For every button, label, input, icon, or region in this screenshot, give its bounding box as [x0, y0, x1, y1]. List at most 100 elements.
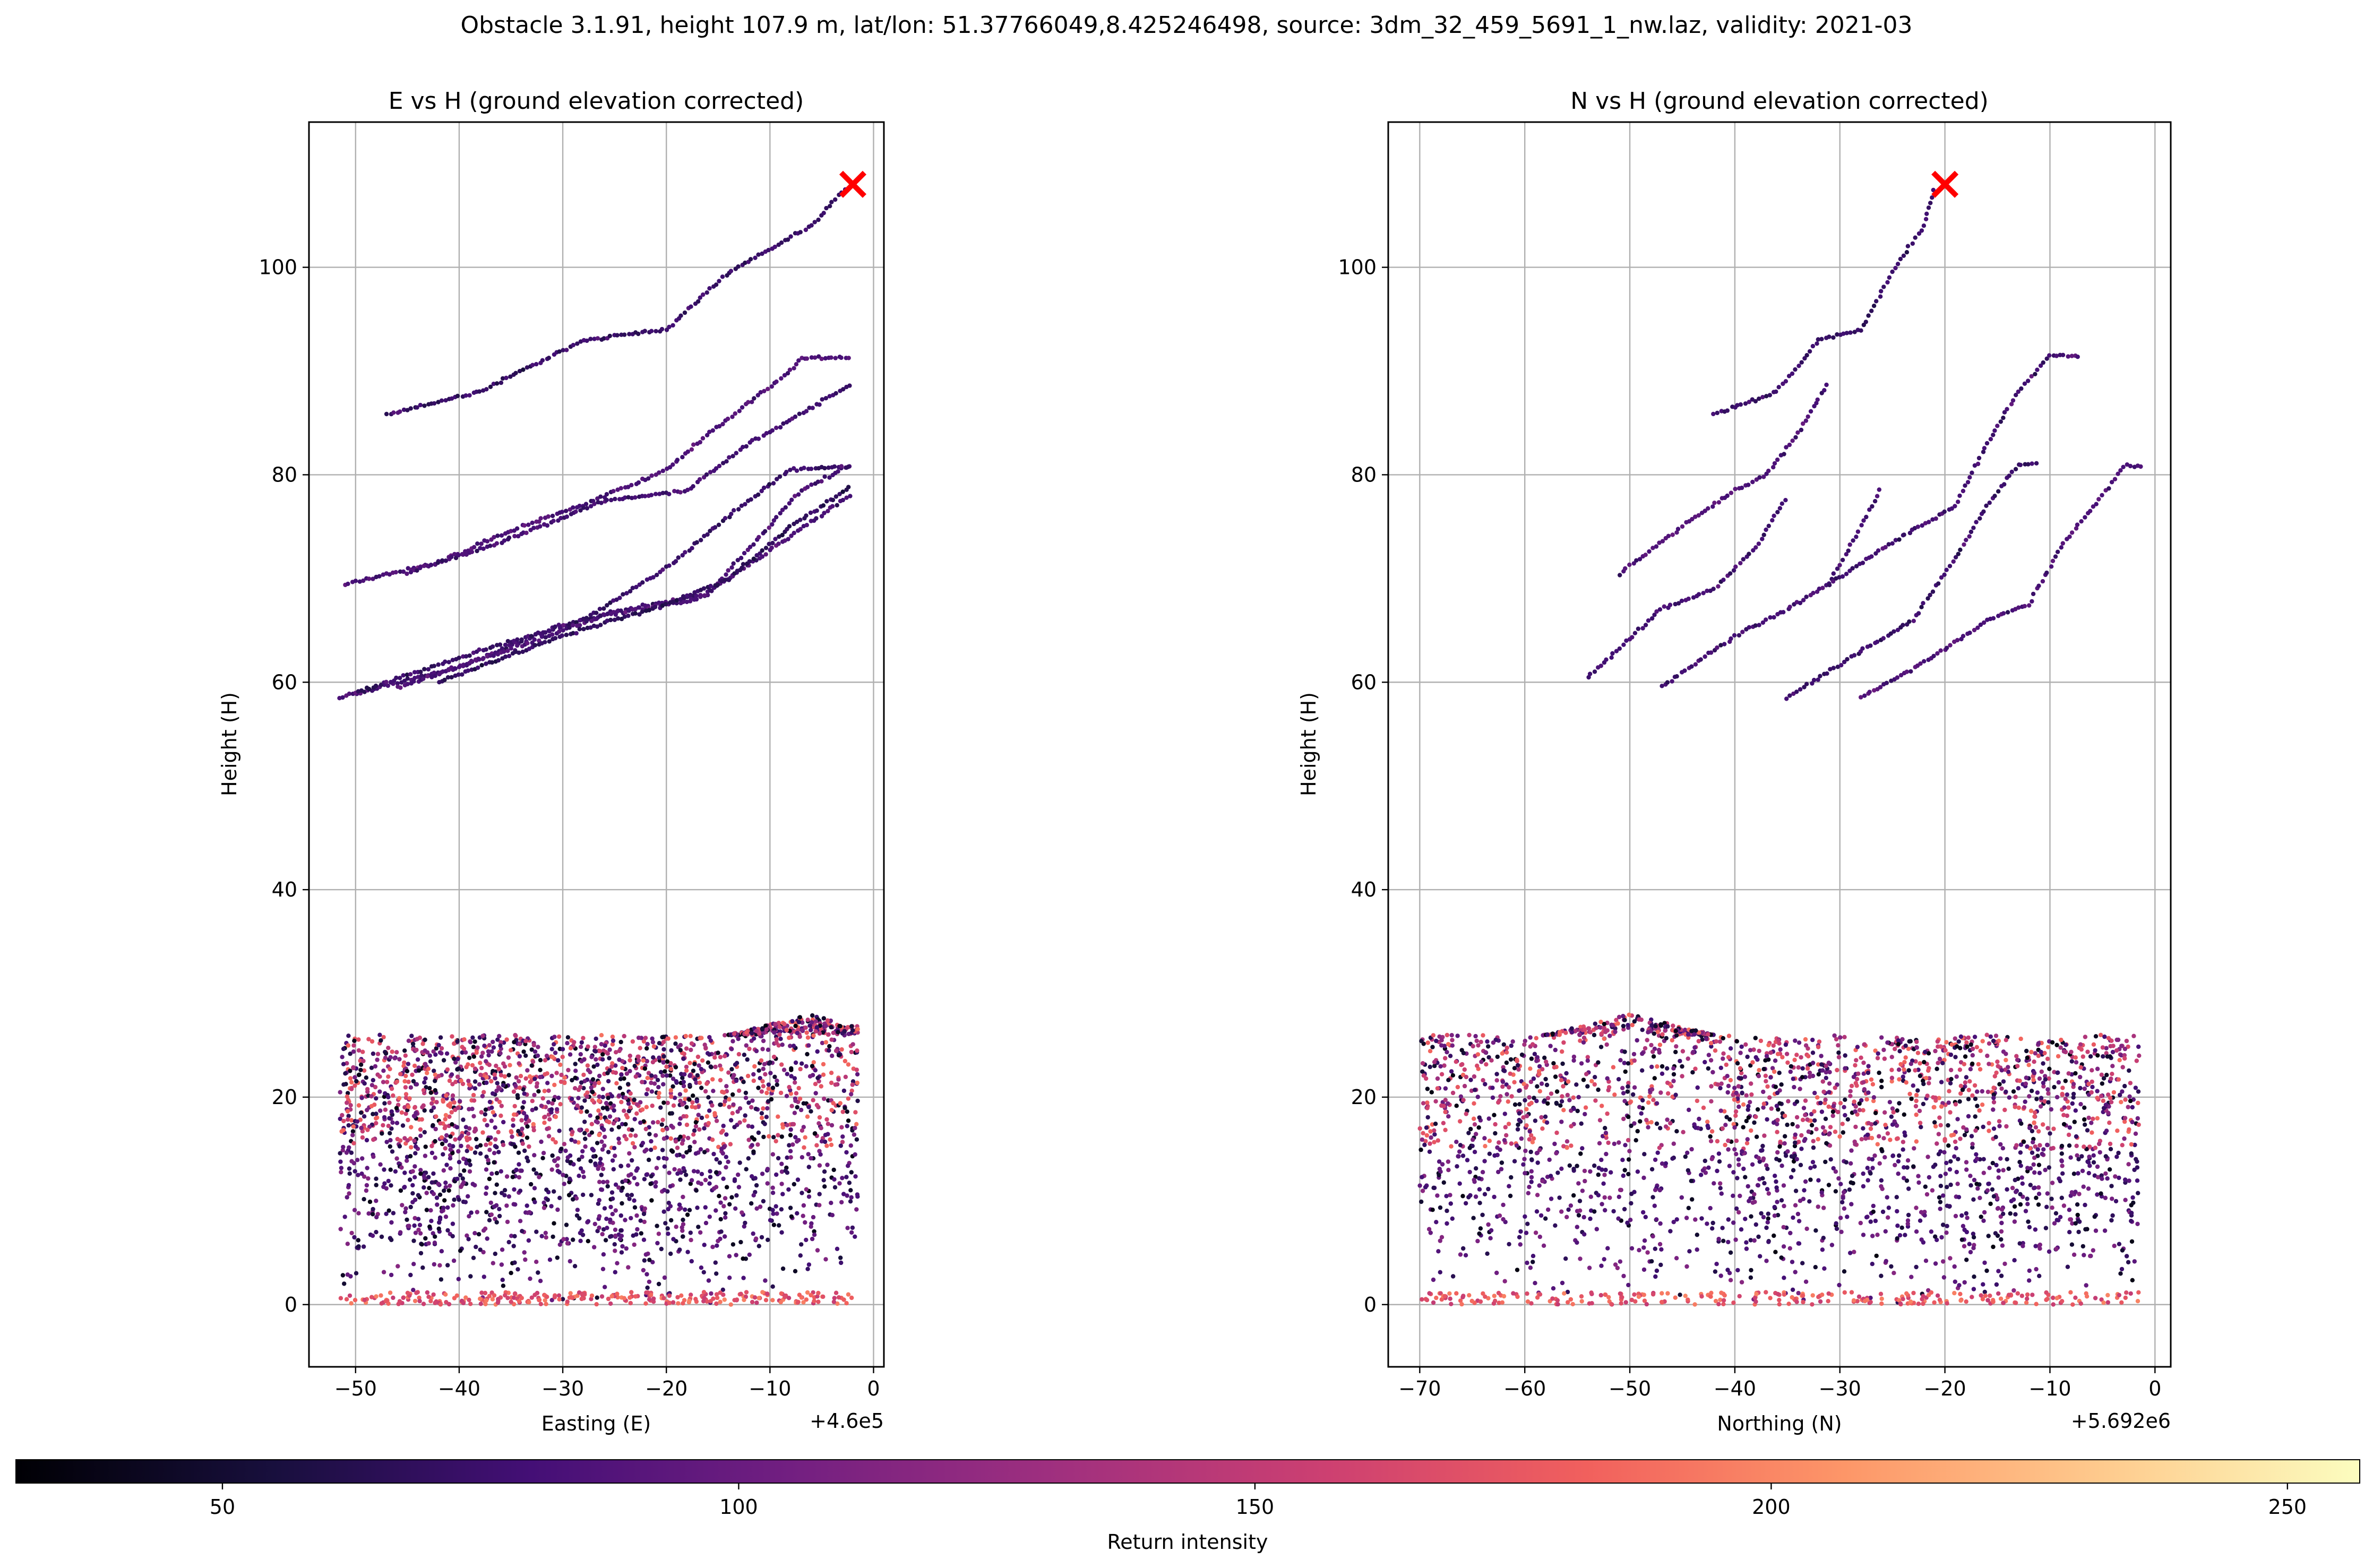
- point: [342, 1281, 347, 1286]
- point: [1597, 1118, 1603, 1123]
- point: [1600, 1202, 1604, 1207]
- point: [1907, 1091, 1912, 1097]
- point: [1477, 1187, 1482, 1192]
- point: [754, 1236, 759, 1241]
- point: [513, 1032, 518, 1038]
- point: [1695, 1247, 1699, 1252]
- point: [824, 1143, 829, 1148]
- point: [1803, 1113, 1808, 1117]
- point: [509, 1048, 513, 1053]
- point: [755, 393, 761, 398]
- point: [1700, 1037, 1705, 1042]
- point: [1975, 1089, 1980, 1094]
- point: [610, 1196, 615, 1201]
- point: [644, 1172, 649, 1177]
- point: [2011, 1197, 2016, 1202]
- point: [750, 1299, 755, 1305]
- point: [1560, 1280, 1565, 1286]
- point: [423, 1076, 428, 1081]
- point: [496, 1297, 501, 1302]
- point: [578, 1238, 583, 1243]
- point: [407, 1096, 412, 1101]
- point: [1938, 1123, 1943, 1127]
- point: [463, 654, 469, 659]
- point: [774, 1172, 779, 1177]
- point: [633, 1294, 638, 1299]
- point: [684, 1173, 689, 1177]
- point: [485, 1123, 489, 1128]
- point: [2095, 1066, 2100, 1071]
- point: [760, 251, 764, 256]
- point: [1941, 1193, 1946, 1198]
- point: [452, 1056, 457, 1061]
- point: [632, 1205, 638, 1210]
- point: [603, 1134, 607, 1140]
- point: [750, 1098, 755, 1103]
- point: [804, 1187, 809, 1192]
- point: [675, 1171, 680, 1176]
- point: [472, 1129, 477, 1134]
- point: [1970, 1053, 1975, 1058]
- point: [529, 634, 534, 639]
- point: [350, 1129, 356, 1134]
- point: [716, 522, 721, 527]
- point: [344, 1150, 349, 1155]
- point: [696, 299, 701, 304]
- point: [1709, 1044, 1714, 1049]
- point: [754, 1029, 759, 1033]
- point: [661, 1296, 666, 1300]
- point: [1902, 1165, 1906, 1170]
- point: [486, 1049, 491, 1054]
- point: [488, 653, 493, 658]
- point: [409, 1033, 414, 1038]
- point: [408, 406, 413, 411]
- point: [677, 1247, 682, 1252]
- point: [839, 355, 844, 360]
- point: [718, 1063, 723, 1068]
- point: [530, 1059, 536, 1064]
- point: [829, 1108, 834, 1113]
- point: [552, 1082, 557, 1088]
- point: [661, 1082, 666, 1087]
- point: [693, 1124, 699, 1129]
- point: [638, 1120, 643, 1125]
- point: [421, 676, 426, 682]
- point: [547, 639, 552, 644]
- point: [797, 411, 802, 416]
- point: [560, 1055, 565, 1059]
- point: [624, 1246, 629, 1251]
- point: [634, 1111, 639, 1116]
- point: [689, 1041, 694, 1046]
- point: [1964, 1075, 1969, 1080]
- point: [1789, 1175, 1794, 1179]
- point: [571, 1197, 575, 1202]
- point: [786, 537, 790, 541]
- point: [779, 1062, 784, 1067]
- point: [554, 1071, 559, 1075]
- point: [777, 474, 783, 479]
- point: [721, 461, 726, 466]
- point: [831, 1101, 836, 1106]
- point: [741, 562, 746, 567]
- point: [596, 1201, 601, 1206]
- point: [644, 1059, 650, 1064]
- point: [539, 1104, 544, 1108]
- point: [573, 1075, 578, 1080]
- point: [828, 204, 832, 209]
- point: [620, 1185, 625, 1191]
- point: [715, 1295, 720, 1300]
- point: [740, 1210, 744, 1215]
- point: [505, 639, 510, 644]
- point: [494, 1170, 500, 1176]
- point: [651, 1296, 656, 1301]
- point: [447, 1143, 452, 1148]
- point: [780, 1122, 785, 1127]
- point: [472, 1231, 477, 1236]
- y-tick-label: 100: [259, 256, 297, 279]
- point: [1575, 1240, 1579, 1245]
- point: [656, 1095, 661, 1100]
- point: [620, 1065, 625, 1071]
- point: [603, 1285, 607, 1289]
- point: [760, 1047, 765, 1052]
- point: [455, 1056, 460, 1062]
